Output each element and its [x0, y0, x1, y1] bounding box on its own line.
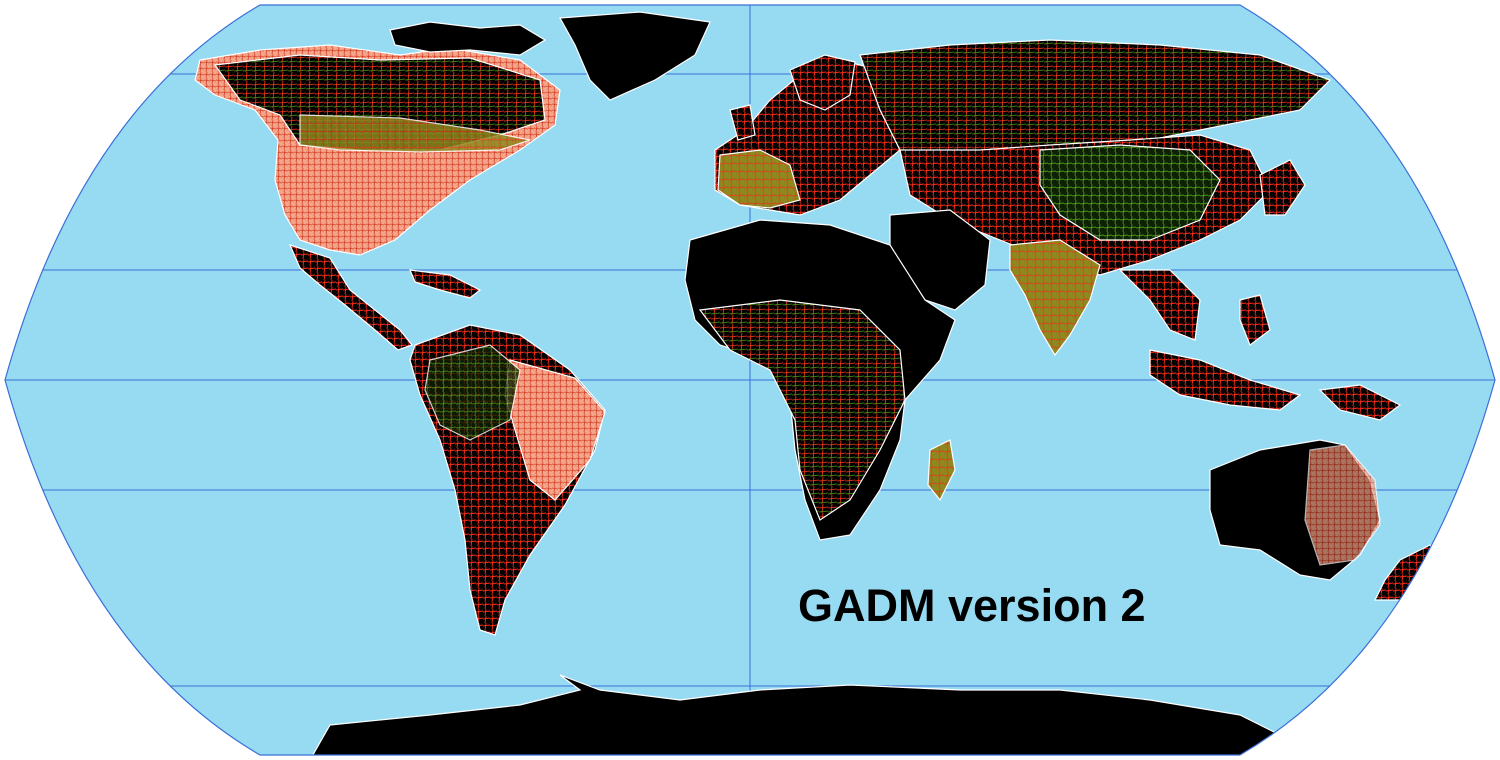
southeast-asia	[1118, 269, 1201, 341]
caribbean	[409, 269, 482, 299]
scandinavia	[789, 54, 856, 111]
madagascar	[927, 439, 956, 502]
australia-east	[1304, 444, 1381, 566]
indonesia	[1149, 349, 1302, 411]
central-america	[288, 244, 413, 351]
landmasses	[194, 11, 1441, 755]
china-green	[1039, 144, 1221, 241]
india	[1009, 239, 1101, 357]
canada-green-belt	[299, 114, 533, 153]
amazon-green	[424, 344, 521, 441]
new-guinea	[1318, 384, 1402, 421]
africa-central	[698, 299, 906, 521]
projection-outline	[4, 4, 1496, 756]
uk	[729, 104, 756, 141]
philippines	[1239, 294, 1271, 346]
japan	[1259, 159, 1306, 216]
map-title: GADM version 2	[798, 580, 1146, 631]
arctic-islands	[389, 21, 547, 56]
greenland	[559, 11, 711, 101]
western-europe	[717, 149, 801, 209]
